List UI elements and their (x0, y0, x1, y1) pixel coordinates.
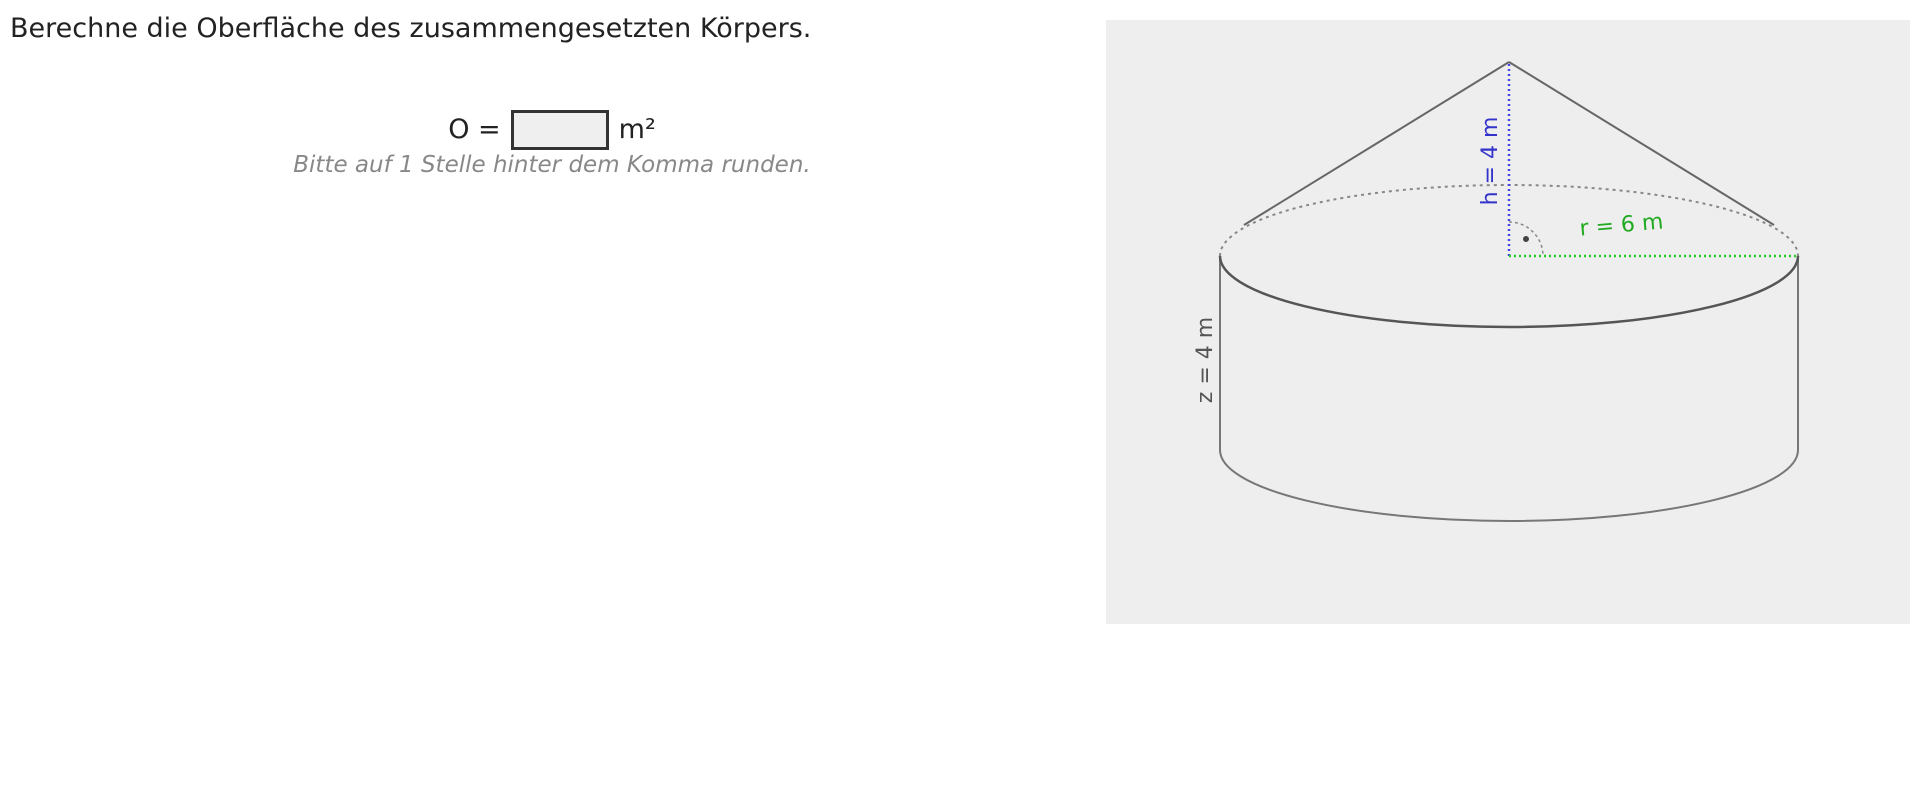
cone-height-label: h = 4 m (1478, 117, 1503, 206)
top-ellipse-front-edge (1218, 255, 1800, 329)
right-angle-dot (1523, 236, 1529, 242)
cylinder-height-label: z = 4 m (1193, 317, 1218, 403)
radius-label: r = 6 m (1579, 209, 1665, 241)
right-angle-arc (1508, 221, 1544, 257)
cone-on-cylinder-diagram: h = 4 m r = 6 m z = 4 m (1193, 61, 1800, 522)
cone-left-slant (1243, 61, 1510, 226)
task-text: Berechne die Oberfläche des zusammengese… (10, 13, 812, 44)
formula-label: O = (448, 113, 501, 145)
cylinder-bottom-edge (1219, 449, 1799, 522)
rounding-hint: Bitte auf 1 Stelle hinter dem Komma rund… (293, 152, 811, 178)
answer-row: O = m² (0, 108, 1104, 151)
cone-right-slant (1508, 61, 1775, 226)
solid-figure: h = 4 m r = 6 m z = 4 m (1106, 20, 1910, 624)
unit-label: m² (618, 113, 656, 145)
surface-area-input[interactable] (510, 109, 609, 150)
